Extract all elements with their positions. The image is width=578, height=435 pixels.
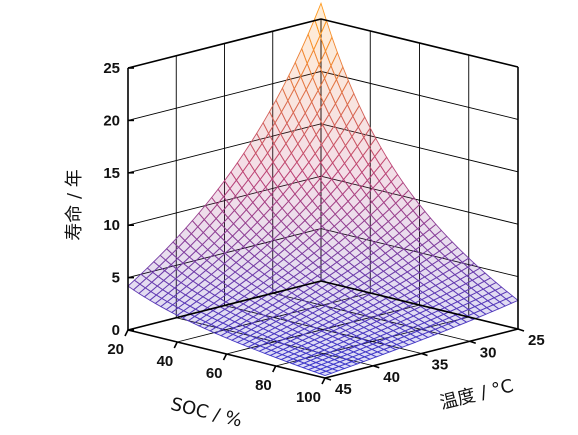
x-tick-mark	[124, 329, 129, 337]
box-top-left	[127, 18, 322, 69]
z-tick-label: 25	[103, 60, 120, 77]
z-axis-title: 寿命 / 年	[64, 169, 85, 241]
z-tick-label: 10	[103, 217, 120, 234]
y-tick-label: 25	[528, 332, 545, 349]
x-tick-mark	[272, 365, 277, 373]
x-tick-label: 80	[255, 377, 272, 394]
y-tick-mark	[469, 340, 477, 345]
y-tick-mark	[324, 377, 332, 381]
x-axis-title: SOC / %	[168, 394, 244, 432]
z-tick-label: 0	[112, 322, 120, 339]
axis-ticks: 0 5 10 15 20 25 20 40 60 80 100 25 30 35 40 45	[103, 60, 544, 406]
z-tick-label: 20	[103, 112, 120, 129]
chart-walls	[127, 18, 519, 379]
x-tick-mark	[321, 377, 326, 385]
y-tick-mark	[421, 352, 428, 357]
x-tick-label: 60	[206, 365, 223, 382]
z-tick-label: 15	[103, 165, 120, 182]
y-tick-label: 30	[480, 344, 497, 361]
x-tick-label: 100	[296, 389, 321, 406]
x-tick-mark	[173, 341, 178, 349]
surface-mesh	[127, 1, 519, 377]
y-tick-mark	[517, 328, 525, 332]
y-tick-label: 45	[335, 381, 352, 398]
box-floor-right	[320, 280, 519, 330]
z-tick-label: 5	[112, 270, 120, 287]
x-tick-label: 40	[157, 353, 174, 370]
y-axis-title: 温度 / °C	[438, 375, 516, 414]
box-floor-left	[127, 280, 322, 331]
box-top-right	[320, 18, 519, 68]
y-tick-mark	[372, 364, 380, 369]
y-tick-label: 35	[432, 357, 449, 374]
x-tick-mark	[222, 353, 228, 361]
y-tick-label: 40	[383, 369, 400, 386]
x-tick-label: 20	[107, 341, 124, 358]
floor-gridline	[224, 305, 422, 354]
